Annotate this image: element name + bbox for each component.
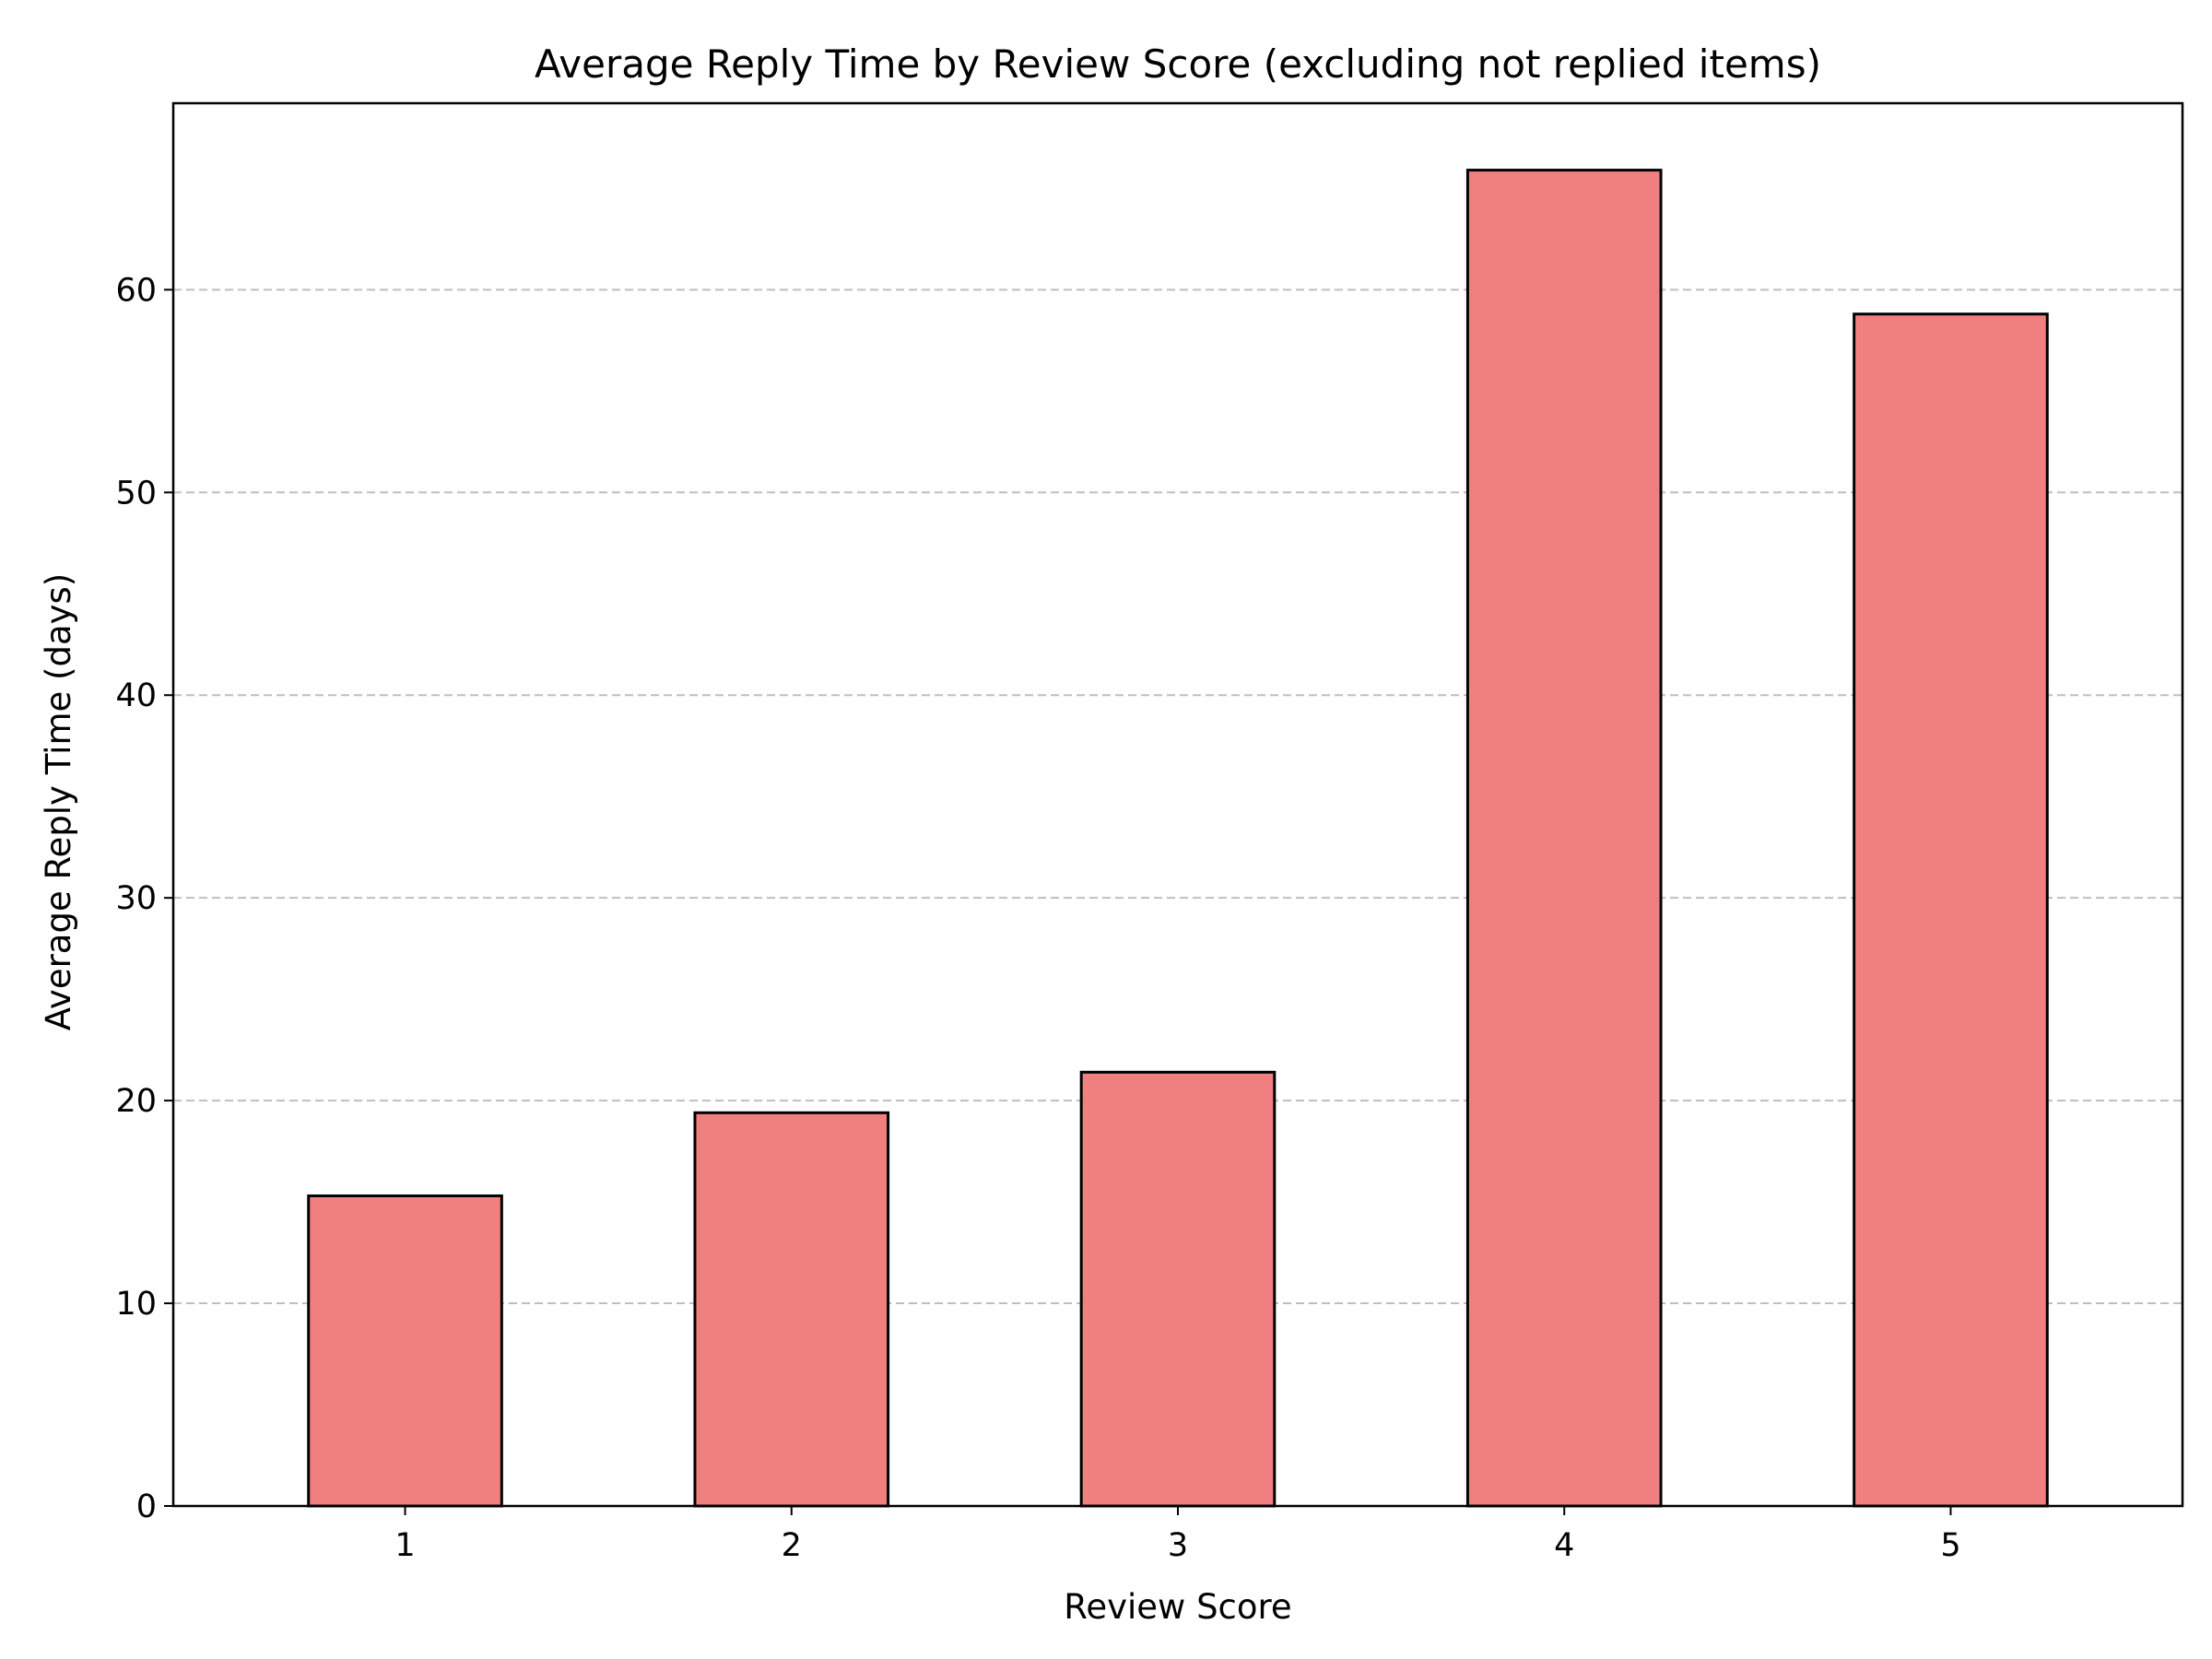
x-tick-label-4: 4 <box>1554 1527 1574 1564</box>
y-tick-label-20: 20 <box>115 1083 157 1120</box>
x-tick-label-3: 3 <box>1168 1527 1188 1564</box>
y-tick-label-60: 60 <box>115 272 157 309</box>
y-axis-label: Average Reply Time (days) <box>39 573 78 1030</box>
y-tick-label-50: 50 <box>115 475 157 512</box>
bar-score-2 <box>693 1111 890 1508</box>
bar-score-3 <box>1079 1070 1277 1508</box>
y-tick-label-40: 40 <box>115 677 157 714</box>
chart-title: Average Reply Time by Review Score (excl… <box>535 41 1821 87</box>
y-tick-label-10: 10 <box>115 1286 157 1323</box>
x-tick-label-5: 5 <box>1940 1527 1960 1564</box>
y-tick-label-0: 0 <box>136 1488 157 1525</box>
bar-score-1 <box>307 1194 503 1508</box>
x-tick-label-1: 1 <box>394 1527 415 1564</box>
x-tick-label-2: 2 <box>782 1527 802 1564</box>
y-tick-label-30: 30 <box>115 880 157 917</box>
bars <box>307 169 2049 1508</box>
x-axis: 1 2 3 4 5 <box>394 1506 1961 1564</box>
bar-score-5 <box>1853 312 2049 1508</box>
y-axis: 0 10 20 30 40 50 60 <box>115 272 173 1525</box>
plot-frame <box>171 101 2184 1508</box>
x-axis-label: Review Score <box>1064 1587 1291 1627</box>
bar-score-4 <box>1465 169 1663 1508</box>
